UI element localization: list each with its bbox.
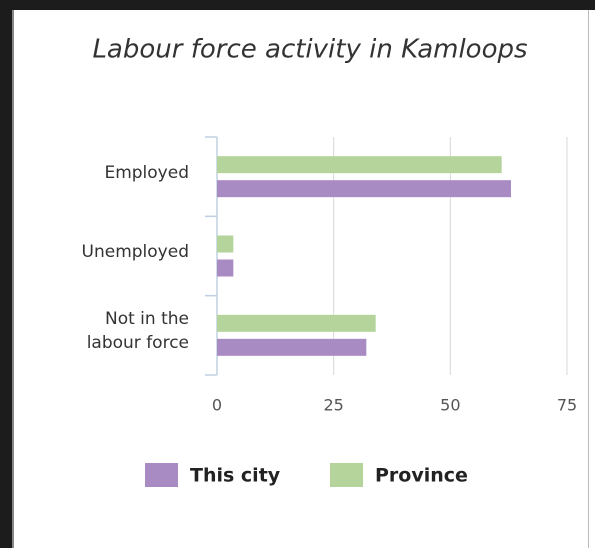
bar — [217, 338, 367, 356]
bar — [217, 314, 376, 332]
legend-label: Province — [375, 465, 468, 487]
frame-left — [0, 0, 12, 548]
x-tick-label: 0 — [212, 396, 222, 415]
x-tick-label: 50 — [440, 396, 460, 415]
legend-label: This city — [190, 465, 281, 487]
x-tick-label: 25 — [323, 396, 343, 415]
bar — [217, 156, 502, 174]
y-tick-label: Unemployed — [81, 242, 189, 262]
bar — [217, 235, 234, 253]
y-tick-label: Not in the labour force — [86, 309, 189, 354]
legend-swatch — [145, 463, 178, 487]
y-tick-label: Employed — [104, 162, 189, 183]
chart-title: Labour force activity in Kamloops — [92, 35, 527, 65]
frame-right — [588, 10, 589, 548]
x-tick-label: 75 — [557, 396, 577, 415]
frame-left-inner — [12, 10, 14, 548]
legend-swatch — [330, 463, 363, 487]
bar — [217, 180, 511, 198]
frame-top — [0, 0, 595, 10]
bar — [217, 259, 234, 277]
